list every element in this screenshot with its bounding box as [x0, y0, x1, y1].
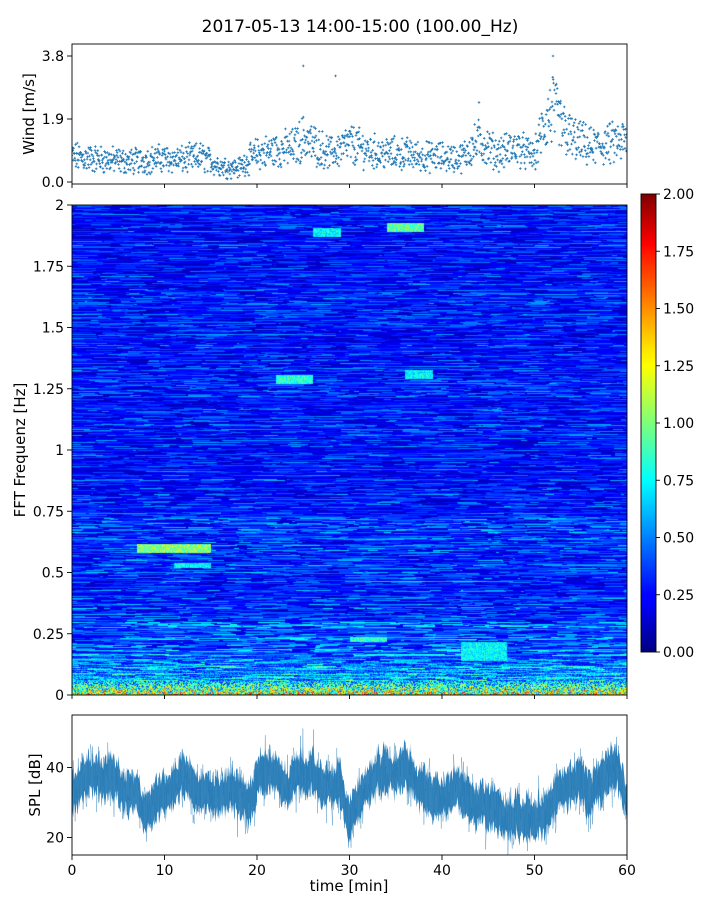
spl-x-tick-label: 50	[526, 863, 544, 879]
wind-panel: 0.0 1.9 3.8 Wind [m/s]	[20, 43, 628, 191]
spectrogram-y-axis-label: FFT Frequenz [Hz]	[11, 383, 29, 518]
colorbar-tick-label: 1.25	[663, 359, 694, 375]
spectrogram-x-tick-marks	[71, 695, 628, 699]
colorbar-tick-label: 1.00	[663, 416, 694, 432]
spectrogram-heatmap	[72, 205, 627, 695]
colorbar-tick-label: 0.25	[663, 588, 694, 604]
wind-y-axis-label: Wind [m/s]	[20, 73, 38, 155]
spectrogram-y-tick-label: 0	[55, 688, 64, 704]
spl-x-tick-label: 0	[68, 863, 77, 879]
spectrogram-y-tick-label: 2	[55, 198, 64, 214]
colorbar: 0.00 0.25 0.50 0.75 1.00 1.25 1.50 1.75 2.00	[640, 187, 694, 661]
spl-x-tick-label: 60	[618, 863, 636, 879]
spl-y-tick-label: 40	[46, 761, 64, 777]
colorbar-tick-label: 0.75	[663, 473, 694, 489]
wind-x-tick-marks	[71, 184, 628, 188]
spl-x-ticks: 0 10 20 30 40 50 60	[68, 855, 636, 879]
spectrogram-y-tick-label: 1.5	[42, 321, 64, 337]
wind-y-ticks: 0.0 1.9 3.8	[42, 49, 72, 191]
chart-title: 2017-05-13 14:00-15:00 (100.00_Hz)	[202, 17, 519, 37]
wind-y-tick-label: 1.9	[42, 112, 64, 128]
colorbar-tick-label: 2.00	[663, 187, 694, 203]
wind-point-markers	[72, 54, 627, 181]
spl-x-tick-label: 10	[156, 863, 174, 879]
x-axis-label: time [min]	[310, 877, 389, 895]
spectrogram-panel: 0 0.25 0.5 0.75 1 1.25 1.5 1.75 2 FFT Frequenz […	[11, 198, 628, 704]
wind-y-tick-label: 0.0	[42, 175, 64, 191]
spectrogram-y-tick-label: 0.5	[42, 566, 64, 582]
spl-y-axis-label: SPL [dB]	[26, 753, 44, 816]
colorbar-tick-label: 0.50	[663, 531, 694, 547]
colorbar-tick-label: 1.75	[663, 244, 694, 260]
spl-y-tick-label: 20	[46, 831, 64, 847]
spl-x-tick-label: 20	[248, 863, 266, 879]
spectrogram-y-tick-label: 1	[55, 443, 64, 459]
spectrogram-y-ticks: 0 0.25 0.5 0.75 1 1.25 1.5 1.75 2	[33, 198, 72, 704]
spectrogram-y-tick-label: 0.25	[33, 627, 64, 643]
wind-y-tick-label: 3.8	[42, 49, 64, 65]
colorbar-ticks: 0.00 0.25 0.50 0.75 1.00 1.25 1.50 1.75 2.00	[656, 187, 694, 661]
spl-series-clip	[72, 728, 627, 855]
spectrogram-y-tick-label: 0.75	[33, 504, 64, 520]
spl-x-tick-label: 30	[341, 863, 359, 879]
spl-envelope-band	[72, 739, 627, 846]
spectrogram-y-tick-label: 1.25	[33, 382, 64, 398]
colorbar-gradient	[640, 193, 657, 653]
colorbar-tick-label: 0.00	[663, 645, 694, 661]
wind-scatter-points	[72, 54, 627, 181]
spectrogram-y-tick-label: 1.75	[33, 259, 64, 275]
spl-x-tick-label: 40	[433, 863, 451, 879]
colorbar-tick-label: 1.50	[663, 302, 694, 318]
spl-line-trace	[72, 728, 627, 855]
